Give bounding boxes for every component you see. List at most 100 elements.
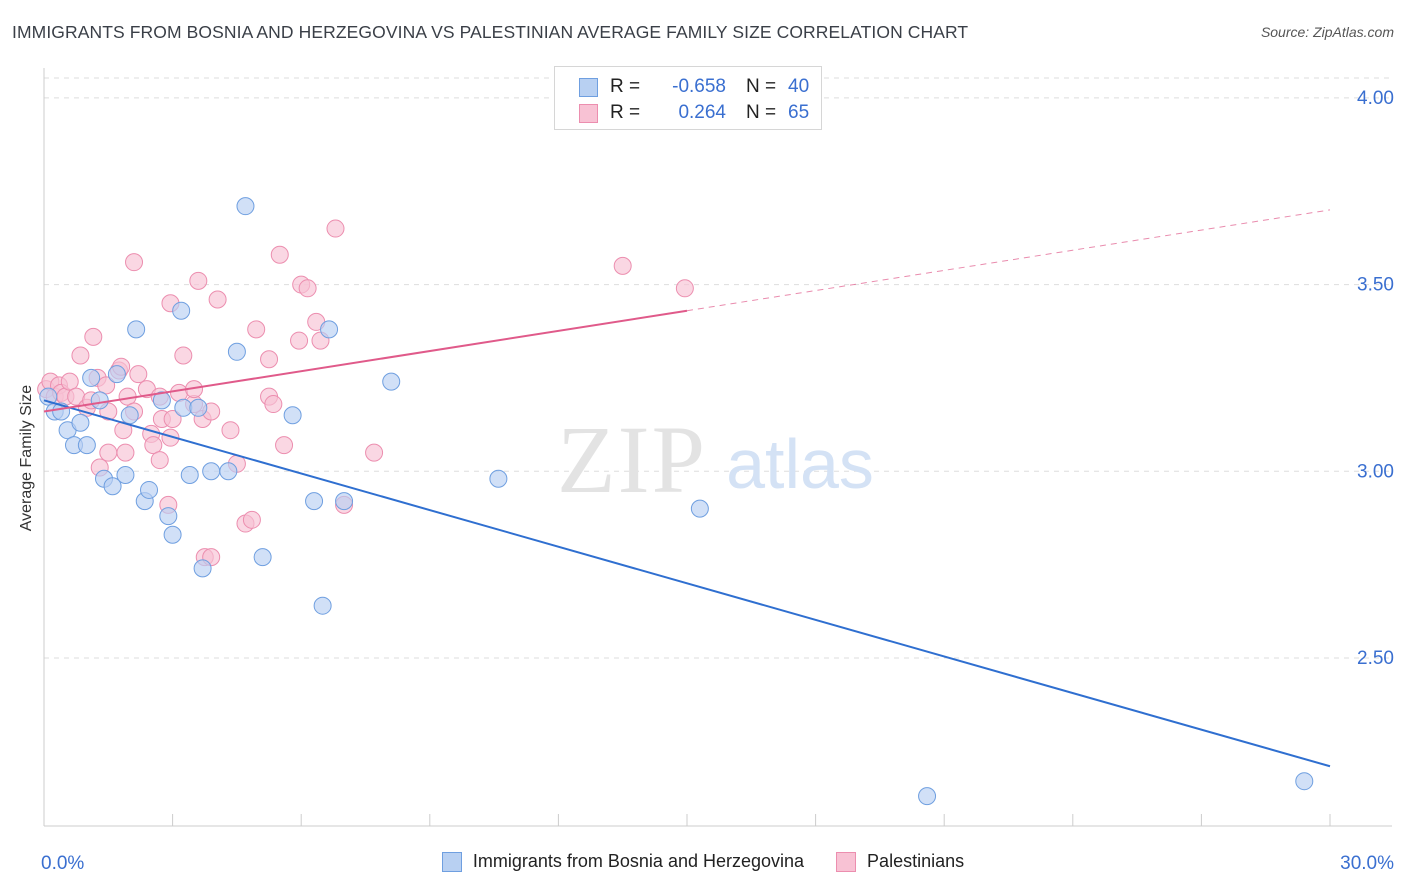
point-bosnia (253, 548, 272, 567)
point-palestinians (275, 436, 294, 455)
point-palestinians (675, 279, 694, 298)
point-bosnia (305, 492, 324, 511)
legend-swatch-palestinians (579, 103, 598, 123)
point-palestinians (326, 219, 345, 238)
point-bosnia (103, 477, 122, 496)
legend-label-bosnia: Immigrants from Bosnia and Herzegovina (472, 851, 805, 871)
trend-line-palestinians (43, 309, 688, 413)
point-bosnia (127, 320, 146, 339)
point-palestinians (125, 253, 144, 272)
point-palestinians (247, 320, 266, 339)
point-palestinians (150, 451, 169, 470)
point-bosnia (180, 466, 199, 485)
legend-r-label: R = (610, 102, 641, 123)
watermark-zip: ZIP (557, 406, 707, 513)
point-palestinians (270, 245, 289, 264)
point-palestinians (170, 383, 189, 402)
point-bosnia (159, 507, 178, 526)
point-bosnia (71, 413, 90, 432)
point-bosnia (189, 398, 208, 417)
point-bosnia (140, 480, 159, 499)
point-palestinians (174, 346, 193, 365)
point-palestinians (60, 372, 79, 391)
point-palestinians (114, 421, 133, 440)
point-palestinians (242, 510, 261, 529)
point-bosnia (382, 372, 401, 391)
source-label: Source: ZipAtlas.com (1260, 24, 1394, 40)
point-palestinians (84, 327, 103, 346)
legend-item-palestinians: Palestinians (836, 851, 964, 872)
point-bosnia (77, 436, 96, 455)
point-bosnia (335, 492, 354, 511)
point-palestinians (129, 365, 148, 384)
y-tick-label: 4.00 (1357, 88, 1394, 109)
legend-r-label: R = (610, 76, 641, 97)
point-palestinians (189, 271, 208, 290)
legend-item-bosnia: Immigrants from Bosnia and Herzegovina (441, 851, 805, 872)
point-bosnia (227, 342, 246, 361)
point-bosnia (172, 301, 191, 320)
point-bosnia (236, 197, 255, 216)
legend-n-label: N = (746, 76, 777, 97)
legend-n-value: 40 (788, 76, 810, 97)
point-palestinians (260, 350, 279, 369)
point-bosnia (1295, 772, 1314, 791)
legend-n-value: 65 (788, 102, 810, 123)
point-palestinians (71, 346, 90, 365)
point-bosnia (313, 596, 332, 615)
y-tick-label: 3.00 (1357, 461, 1394, 482)
legend-row-bosnia: R = -0.658 N = 40 (579, 75, 809, 99)
gridlines (44, 77, 1392, 659)
point-bosnia (90, 391, 109, 410)
watermark: ZIP atlas (557, 406, 874, 513)
trend-line-palestinians-extension (686, 209, 1331, 312)
point-palestinians (290, 331, 309, 350)
legend-r-value: 0.264 (678, 102, 726, 123)
point-bosnia (320, 320, 339, 339)
point-palestinians (264, 395, 283, 414)
series-bosnia (39, 197, 1314, 806)
legend-label-palestinians: Palestinians (867, 851, 965, 871)
point-palestinians (97, 376, 116, 395)
point-bosnia (116, 466, 135, 485)
trend-line-bosnia (43, 399, 1331, 768)
point-palestinians (99, 443, 118, 462)
trend-lines (43, 209, 1331, 768)
chart-title: IMMIGRANTS FROM BOSNIA AND HERZEGOVINA V… (12, 22, 969, 42)
point-bosnia (690, 499, 709, 518)
point-palestinians (116, 443, 135, 462)
point-bosnia (152, 391, 171, 410)
point-palestinians (161, 428, 180, 447)
point-palestinians (365, 443, 384, 462)
point-bosnia (202, 462, 221, 481)
x-tick-label: 30.0% (1340, 853, 1394, 874)
legend-r-value: -0.658 (672, 76, 726, 97)
point-bosnia (107, 365, 126, 384)
point-bosnia (193, 559, 212, 578)
y-tick-label: 3.50 (1357, 275, 1394, 296)
point-bosnia (283, 406, 302, 425)
x-tick-label: 0.0% (41, 853, 84, 874)
point-bosnia (489, 469, 508, 488)
point-bosnia (219, 462, 238, 481)
series-legend: Immigrants from Bosnia and Herzegovina P… (0, 851, 1406, 872)
watermark-atlas: atlas (726, 425, 874, 503)
point-bosnia (174, 398, 193, 417)
point-palestinians (221, 421, 240, 440)
point-bosnia (82, 368, 101, 387)
series-palestinians (37, 219, 694, 567)
correlation-legend: R = -0.658 N = 40 R = 0.264 N = 65 (554, 66, 822, 130)
legend-row-palestinians: R = 0.264 N = 65 (579, 101, 809, 125)
point-palestinians (298, 279, 317, 298)
legend-swatch-palestinians (836, 851, 857, 872)
point-bosnia (918, 787, 937, 806)
y-tick-label: 2.50 (1357, 648, 1394, 669)
point-palestinians (144, 436, 163, 455)
point-bosnia (120, 406, 139, 425)
point-bosnia (163, 525, 182, 544)
axes (43, 68, 1392, 827)
point-palestinians (613, 256, 632, 275)
point-palestinians (163, 409, 182, 428)
point-palestinians (208, 290, 227, 309)
